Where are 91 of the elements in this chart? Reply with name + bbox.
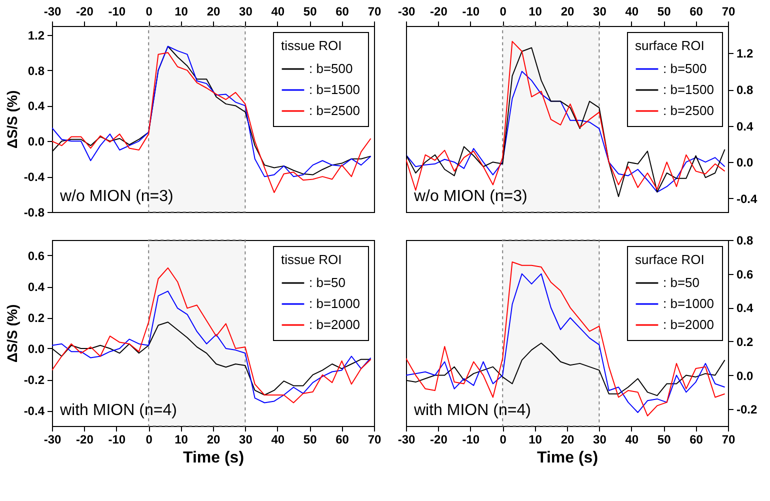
x-tick-label: 10 [528,432,542,446]
y2-tick-label: 0.0 [736,368,754,383]
x-tick-label: 0 [500,4,507,18]
x-tick-label: 70 [368,4,382,18]
legend-label: : b=1500 [309,82,360,97]
legend-label: : b=50 [663,275,700,290]
legend-title: surface ROI [635,252,704,267]
x-tick-label: 60 [690,4,704,18]
x-tick-label: 60 [336,4,350,18]
y-tick-label: -0.4 [24,404,45,418]
x-tick-label: 40 [271,432,285,446]
x-tick-label: 50 [303,4,318,18]
legend-label: : b=50 [309,275,346,290]
y-tick-label: 0.6 [28,249,45,263]
x-tick-label: 10 [174,432,188,446]
y2-tick-label: 0.8 [736,234,754,248]
y-axis-title: ΔS/S (%) [4,90,20,149]
annotation: with MION (n=4) [59,402,177,419]
annotation: w/o MION (n=3) [59,188,174,205]
y2-tick-label: -0.2 [736,402,758,417]
x-tick-label: 30 [593,432,607,446]
y-tick-label: 0.4 [28,280,45,294]
x-tick-label: 50 [657,432,672,446]
legend-title: tissue ROI [281,38,342,53]
x-tick-label: -20 [430,4,448,18]
y-tick-label: 0.8 [28,64,45,78]
x-tick-label: 40 [625,4,639,18]
x-tick-label: -10 [108,4,126,18]
x-tick-label: -10 [462,4,480,18]
x-tick-label: 50 [657,4,672,18]
y2-tick-label: 0.2 [736,334,754,349]
x-tick-label: 30 [239,4,253,18]
x-tick-label: -10 [462,432,480,446]
x-tick-label: 30 [593,4,607,18]
x-tick-label: 60 [336,432,350,446]
y2-tick-label: 1.2 [736,46,754,61]
x-tick-label: 20 [560,432,574,446]
x-tick-label: 10 [174,4,188,18]
x-tick-label: -20 [430,432,448,446]
x-tick-label: 70 [722,4,736,18]
x-tick-label: 20 [560,4,574,18]
x-tick-label: -30 [44,432,62,446]
x-axis-title: Time (s) [182,450,244,466]
legend-label: : b=2500 [663,103,714,118]
y-tick-label: 0.2 [28,311,45,325]
y2-tick-label: -0.4 [736,192,758,206]
y-tick-label: 1.2 [28,28,45,42]
x-tick-label: 60 [690,432,704,446]
x-tick-label: 40 [625,432,639,446]
legend-label: : b=2500 [309,103,360,118]
legend-label: : b=1500 [663,82,714,97]
y-tick-label: 0.4 [28,99,45,114]
x-axis-title: Time (s) [536,450,598,466]
x-tick-label: 40 [271,4,285,18]
x-tick-label: -10 [108,432,126,446]
y-tick-label: -0.2 [24,373,45,387]
legend-label: : b=500 [309,61,353,76]
legend-title: surface ROI [635,38,704,53]
legend-label: : b=500 [663,61,707,76]
y2-tick-label: 0.0 [736,156,754,170]
y-tick-label: 0.0 [28,342,45,356]
x-tick-label: -30 [398,4,416,18]
y-tick-label: -0.8 [24,206,45,220]
y-axis-title: ΔS/S (%) [4,304,20,363]
y-tick-label: 0.0 [28,134,45,149]
x-tick-label: -30 [398,432,416,446]
y2-tick-label: 0.4 [736,119,754,134]
x-tick-label: 0 [146,432,153,446]
y2-tick-label: 0.8 [736,83,754,98]
annotation: w/o MION (n=3) [413,188,528,205]
x-tick-label: 20 [206,4,220,18]
x-tick-label: -20 [76,4,94,18]
x-tick-label: 70 [368,432,382,446]
x-tick-label: 50 [303,432,318,446]
legend-label: : b=2000 [309,317,360,332]
legend-label: : b=1000 [309,296,360,311]
x-tick-label: 10 [528,4,542,18]
legend-label: : b=1000 [663,296,714,311]
x-tick-label: 20 [206,432,220,446]
x-tick-label: 30 [239,432,253,446]
x-tick-label: 0 [500,432,507,446]
y2-tick-label: 0.4 [736,301,754,316]
legend-label: : b=2000 [663,317,714,332]
x-tick-label: -20 [76,432,94,446]
x-tick-label: 70 [722,432,736,446]
x-tick-label: 0 [146,4,153,18]
y-tick-label: -0.4 [24,170,45,184]
annotation: with MION (n=4) [413,402,531,419]
y2-tick-label: 0.6 [736,267,754,282]
legend-title: tissue ROI [281,252,342,267]
x-tick-label: -30 [44,4,62,18]
